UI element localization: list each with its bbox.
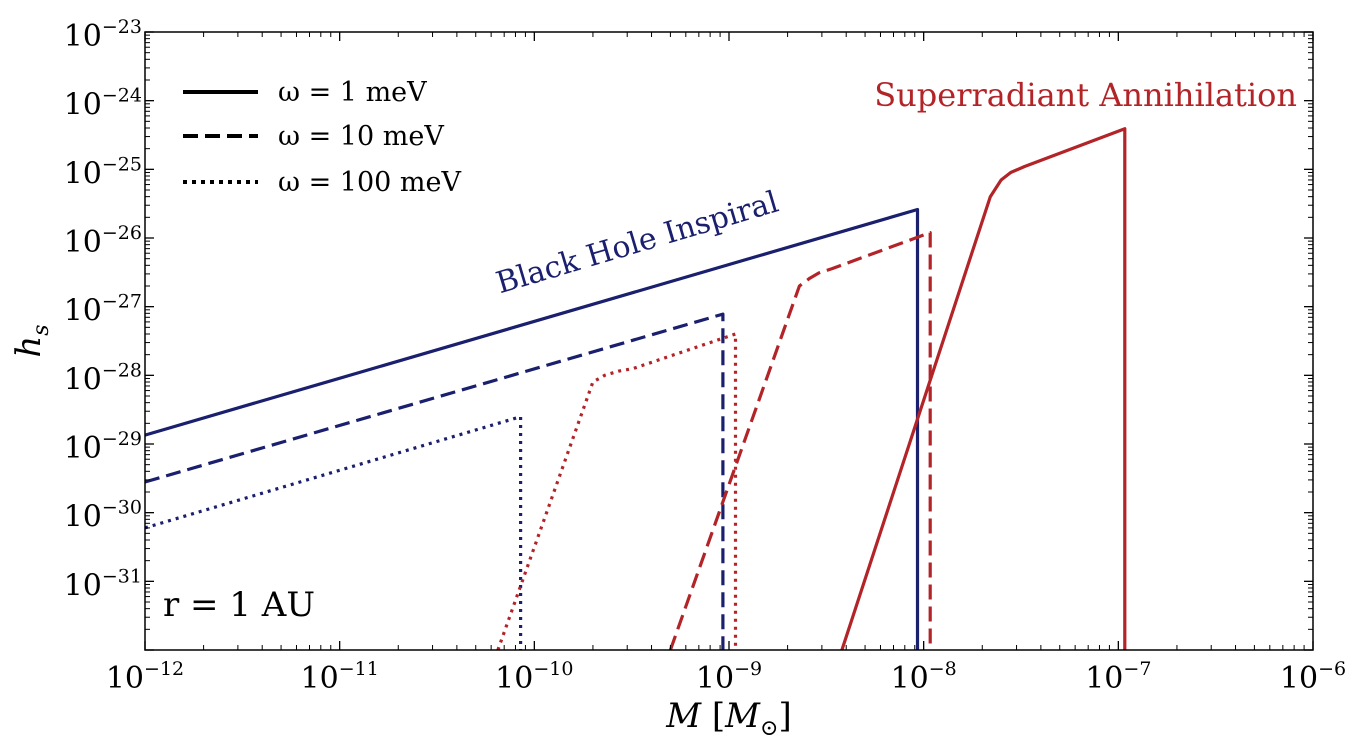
x-tick-label: 10−8	[891, 658, 957, 696]
legend-label-3: ω = 100 meV	[278, 167, 462, 198]
label-layer: 10−12 10−11 10−10 10−9 10−8 10−7 10−6 10−23 10−2…	[64, 16, 1346, 696]
x-axis-label-close: ]	[778, 696, 791, 736]
y-axis-label-subscript: s	[29, 324, 54, 335]
x-axis-label-main: M	[665, 696, 712, 736]
y-axis-label-main: h	[9, 336, 49, 358]
legend: ω = 1 meV ω = 10 meV ω = 100 meV	[183, 77, 462, 198]
y-tick-label: 10−23	[64, 16, 142, 54]
annotation-distance: r = 1 AU	[163, 585, 315, 625]
series-inspiral-dotted	[144, 415, 523, 650]
x-tick-label: 10−12	[106, 658, 184, 696]
series-layer	[144, 127, 1127, 651]
y-tick-label: 10−29	[64, 428, 142, 466]
series-inspiral-solid	[144, 207, 920, 650]
series-inspiral-dashed	[144, 312, 725, 650]
y-tick-label: 10−28	[64, 359, 142, 397]
x-axis-label-open: [	[712, 696, 725, 736]
y-tick-label: 10−30	[64, 497, 142, 535]
series-annihilation-dashed	[668, 231, 932, 651]
legend-label-1: ω = 1 meV	[278, 77, 427, 108]
y-tick-label: 10−24	[64, 85, 142, 123]
series-annihilation-dotted	[496, 332, 738, 651]
annotation-black-hole-inspiral: Black Hole Inspiral	[492, 185, 782, 302]
x-tick-label: 10−7	[1085, 658, 1151, 696]
x-axis-label-sub: M	[724, 696, 761, 736]
x-tick-label: 10−11	[301, 658, 379, 696]
x-tick-label: 10−6	[1280, 658, 1346, 696]
legend-label-2: ω = 10 meV	[278, 121, 444, 152]
x-axis-label: M [M⊙]	[665, 696, 791, 736]
annotation-superradiant-annihilation: Superradiant Annihilation	[874, 76, 1297, 114]
y-tick-label: 10−26	[64, 222, 142, 260]
y-axis-label: hs	[9, 324, 54, 357]
y-tick-label: 10−25	[64, 153, 142, 191]
x-tick-label: 10−10	[495, 658, 573, 696]
y-tick-label: 10−31	[64, 565, 142, 603]
series-annihilation-solid	[840, 127, 1127, 651]
tick-layer	[144, 31, 1314, 651]
x-axis-label-subscript: ⊙	[760, 716, 778, 736]
x-tick-label: 10−9	[696, 658, 762, 696]
y-tick-label: 10−27	[64, 291, 142, 329]
